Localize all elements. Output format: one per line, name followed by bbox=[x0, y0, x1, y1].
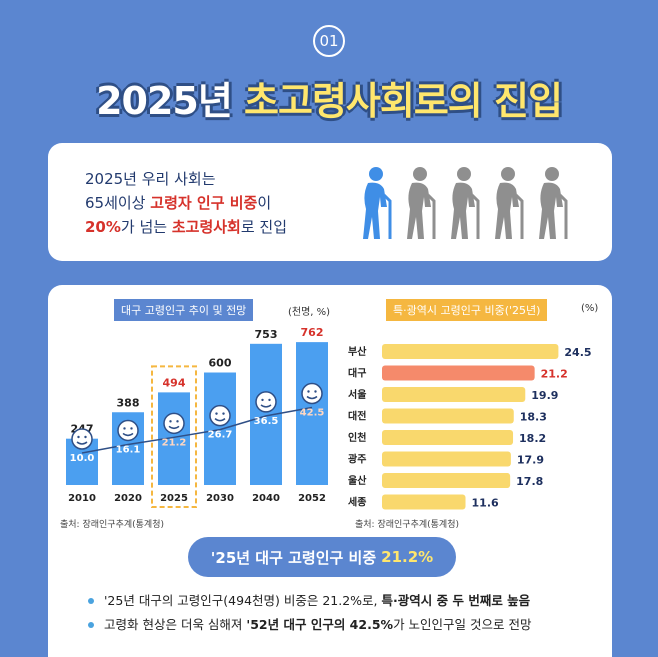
person-cane-icon bbox=[539, 167, 568, 239]
hbar-세종 bbox=[382, 494, 466, 510]
elderly-face-icon bbox=[255, 391, 277, 413]
bullet-item: '25년 대구의 고령인구(494천명) 비중은 21.2%로, 특·광역시 중… bbox=[88, 589, 531, 613]
bar-2052 bbox=[296, 342, 328, 485]
right-chart-source: 출처: 장래인구추계(통계청) bbox=[355, 520, 459, 530]
right-bar-chart: 부산 24.5 대구 21.2 서울 19.9 대전 18.3 인천 18.2 광주 17.9 울산 17… bbox=[348, 344, 592, 510]
category-label: 부산 bbox=[348, 345, 367, 358]
person-cane-icon bbox=[407, 167, 436, 239]
title-main: 초고령사회로의 진입 bbox=[244, 79, 563, 123]
bullet-dot-icon bbox=[88, 598, 94, 604]
ratio-line bbox=[81, 406, 313, 454]
left-chart-source: 출처: 장래인구추계(통계청) bbox=[60, 520, 164, 530]
hbar-value-label: 17.8 bbox=[516, 475, 543, 488]
hbar-value-label: 19.9 bbox=[531, 389, 558, 402]
left-bar-chart: 2472010388202049420256002030753204076220… bbox=[66, 326, 328, 508]
bar-value-label: 762 bbox=[301, 326, 324, 339]
highlight-pill-text: '25년 대구 고령인구 비중 bbox=[210, 548, 377, 567]
person-cane-icon bbox=[363, 167, 392, 239]
bar-value-label: 600 bbox=[209, 357, 232, 370]
person-cane-icon bbox=[451, 167, 480, 239]
left-chart-unit: (천명, %) bbox=[288, 307, 331, 318]
category-label: 인천 bbox=[348, 431, 366, 444]
x-tick-label: 2010 bbox=[68, 493, 96, 504]
intro-card: 2025년 우리 사회는 65세이상 고령자 인구 비중이 20%가 넘는 초고… bbox=[48, 143, 612, 261]
hbar-대구 bbox=[382, 365, 535, 381]
ratio-value-label: 42.5 bbox=[300, 408, 325, 419]
x-tick-label: 2025 bbox=[160, 493, 188, 504]
category-label: 세종 bbox=[348, 496, 366, 509]
left-chart-label: 대구 고령인구 추이 및 전망 bbox=[114, 299, 254, 321]
category-label: 울산 bbox=[348, 474, 367, 487]
bar-value-label: 753 bbox=[255, 328, 278, 341]
hbar-서울 bbox=[382, 387, 526, 402]
hbar-value-label: 24.5 bbox=[564, 346, 591, 359]
elderly-face-icon bbox=[71, 428, 93, 450]
bar-value-label: 494 bbox=[163, 376, 186, 389]
x-tick-label: 2030 bbox=[206, 493, 234, 504]
hbar-value-label: 11.6 bbox=[472, 497, 499, 510]
hbar-부산 bbox=[382, 344, 559, 359]
intro-line-2: 65세이상 고령자 인구 비중이 bbox=[85, 194, 272, 212]
highlight-pill-value: 21.2% bbox=[381, 548, 434, 566]
highlight-pill: '25년 대구 고령인구 비중 21.2% bbox=[188, 537, 456, 577]
category-label: 대구 bbox=[348, 367, 366, 380]
elderly-face-icon bbox=[209, 404, 231, 427]
intro-line-1: 2025년 우리 사회는 bbox=[85, 170, 216, 188]
hbar-value-label: 17.9 bbox=[517, 454, 544, 467]
elderly-face-icon bbox=[163, 412, 185, 435]
hbar-인천 bbox=[382, 430, 514, 445]
intro-text: 2025년 우리 사회는 65세이상 고령자 인구 비중이 20%가 넘는 초고… bbox=[85, 167, 287, 239]
x-tick-label: 2020 bbox=[114, 493, 142, 504]
bullet-dot-icon bbox=[88, 622, 94, 628]
right-chart-unit: (%) bbox=[581, 303, 599, 314]
x-tick-label: 2040 bbox=[252, 493, 280, 504]
bullet-item: 고령화 현상은 더욱 심해져 '52년 대구 인구의 42.5%가 노인인구일 … bbox=[88, 613, 531, 637]
category-label: 광주 bbox=[348, 454, 366, 466]
ratio-value-label: 21.2 bbox=[162, 437, 187, 448]
category-label: 대전 bbox=[348, 410, 366, 423]
ratio-value-label: 26.7 bbox=[208, 430, 233, 441]
highlight-box bbox=[151, 365, 197, 508]
elderly-face-icon bbox=[117, 419, 139, 442]
category-label: 서울 bbox=[348, 388, 366, 401]
charts-card: 대구 고령인구 추이 및 전망 (천명, %) 특·광역시 고령인구 비중('2… bbox=[48, 285, 612, 657]
hbar-value-label: 18.2 bbox=[519, 432, 546, 445]
ratio-value-label: 16.1 bbox=[116, 444, 141, 455]
elderly-face-icon bbox=[301, 382, 323, 405]
hbar-대전 bbox=[382, 408, 514, 424]
hbar-울산 bbox=[382, 473, 511, 488]
ratio-value-label: 36.5 bbox=[254, 416, 279, 427]
page-title: 2025년 초고령사회로의 진입 bbox=[0, 70, 658, 125]
title-year: 2025년 bbox=[96, 79, 233, 123]
hbar-value-label: 18.3 bbox=[520, 411, 547, 424]
ratio-value-label: 10.0 bbox=[70, 453, 95, 464]
bar-value-label: 388 bbox=[117, 396, 140, 409]
hbar-value-label: 21.2 bbox=[541, 368, 568, 381]
bullet-list: '25년 대구의 고령인구(494천명) 비중은 21.2%로, 특·광역시 중… bbox=[88, 589, 531, 637]
intro-line-3: 20%가 넘는 초고령사회로 진입 bbox=[85, 218, 288, 236]
x-tick-label: 2052 bbox=[298, 493, 326, 504]
number-badge: 01 bbox=[313, 25, 345, 57]
bar-2030 bbox=[204, 372, 236, 485]
person-cane-icon bbox=[495, 167, 524, 239]
right-chart-label: 특·광역시 고령인구 비중('25년) bbox=[386, 299, 548, 321]
hbar-광주 bbox=[382, 451, 511, 467]
elderly-figures bbox=[363, 167, 568, 239]
